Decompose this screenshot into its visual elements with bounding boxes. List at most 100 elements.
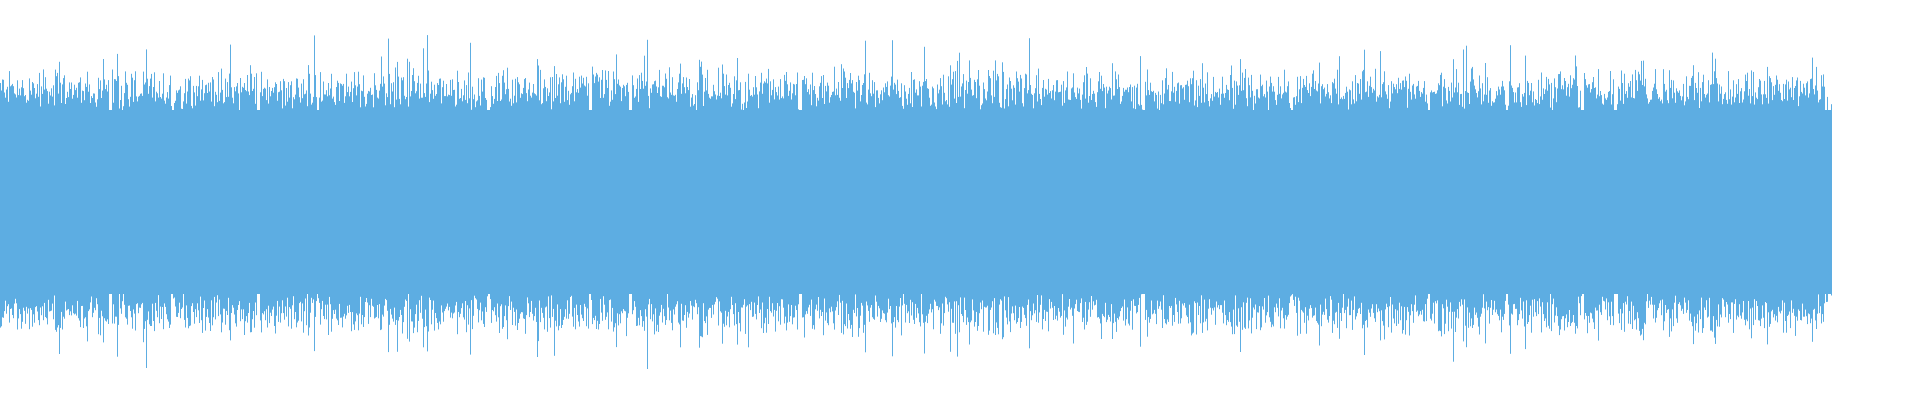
waveform-sample [477,100,478,309]
waveform-sample [1087,73,1088,322]
waveform-sample [676,101,677,305]
waveform-sample [1009,77,1010,322]
waveform-sample [1811,78,1812,319]
waveform-sample [513,103,514,308]
waveform-sample [205,85,206,331]
waveform-sample [146,49,147,369]
waveform-sample [1184,99,1185,303]
waveform-sample [1459,104,1460,302]
waveform-sample [1807,81,1808,325]
waveform-sample [550,77,551,328]
waveform-sample [230,44,231,341]
waveform-sample [443,80,444,322]
waveform-sample [1686,76,1687,313]
waveform-sample [102,90,103,317]
waveform-sample [1479,75,1480,335]
waveform-sample [854,92,855,313]
waveform-sample [81,102,82,306]
waveform-sample [216,94,217,303]
waveform-sample [141,93,142,305]
waveform-sample [346,73,347,316]
waveform-sample [1516,102,1517,309]
waveform-sample [55,69,56,330]
waveform-sample [268,103,269,306]
waveform-sample [1048,78,1049,332]
waveform-sample [348,86,349,313]
waveform-sample [1794,88,1795,316]
waveform-sample [1564,78,1565,331]
waveform-sample [1782,101,1783,301]
waveform-sample [1768,103,1769,313]
waveform-sample [87,71,88,342]
waveform-sample [790,82,791,317]
waveform-sample [1404,87,1405,307]
waveform-sample [189,80,190,327]
waveform-sample [42,93,43,307]
waveform-sample [1364,49,1365,355]
waveform-sample [467,103,468,306]
waveform-sample [452,79,453,319]
waveform-sample [419,98,420,301]
waveform-sample [138,96,139,314]
waveform-sample [1452,97,1453,312]
waveform-sample [277,100,278,301]
waveform-sample [1187,80,1188,317]
waveform-sample [1504,90,1505,314]
waveform-sample [1027,93,1028,305]
waveform-sample [1530,90,1531,306]
waveform-sample [963,74,964,323]
waveform-sample [1571,88,1572,324]
waveform-sample [198,86,199,311]
waveform-sample [837,94,838,302]
waveform-sample [1690,85,1691,314]
waveform-sample [1384,71,1385,340]
waveform-sample [364,96,365,318]
waveform-sample [1744,91,1745,320]
waveform-sample [1649,102,1650,301]
waveform-sample [1196,80,1197,335]
waveform-sample [623,84,624,309]
waveform-sample [1588,84,1589,317]
waveform-sample [1608,91,1609,303]
waveform-sample [1058,92,1059,308]
waveform-sample [128,99,129,306]
waveform-sample [1116,79,1117,332]
waveform-sample [648,95,649,305]
waveform-sample [1165,78,1166,324]
waveform-sample [227,82,228,315]
waveform-sample [1590,92,1591,313]
waveform-sample [699,59,700,348]
waveform-sample [557,95,558,305]
waveform-sample [337,80,338,321]
waveform-sample [1651,99,1652,297]
waveform-sample [1402,80,1403,334]
waveform-sample [644,55,645,331]
waveform-sample [144,84,145,329]
waveform-sample [613,71,614,332]
waveform-sample [1555,87,1556,316]
waveform-sample [345,96,346,319]
waveform-sample [775,87,776,332]
waveform-sample [1692,75,1693,327]
waveform-sample [1273,86,1274,327]
waveform-sample [1831,104,1832,296]
waveform-sample [447,96,448,304]
waveform-sample [1133,108,1134,300]
waveform-sample [1413,83,1414,323]
waveform-sample [211,101,212,301]
waveform-sample [687,87,688,312]
waveform-sample [79,82,80,321]
waveform-sample [521,93,522,313]
waveform-sample [1455,87,1456,332]
waveform-sample [1320,103,1321,305]
waveform-sample [1827,96,1828,302]
waveform-sample [690,106,691,301]
waveform-sample [1708,80,1709,317]
waveform-sample [1280,86,1281,329]
waveform-sample [1414,94,1415,305]
waveform-sample [380,83,381,331]
waveform-sample [874,82,875,320]
waveform-sample [1056,80,1057,316]
waveform-sample [868,89,869,311]
waveform-sample [816,106,817,305]
